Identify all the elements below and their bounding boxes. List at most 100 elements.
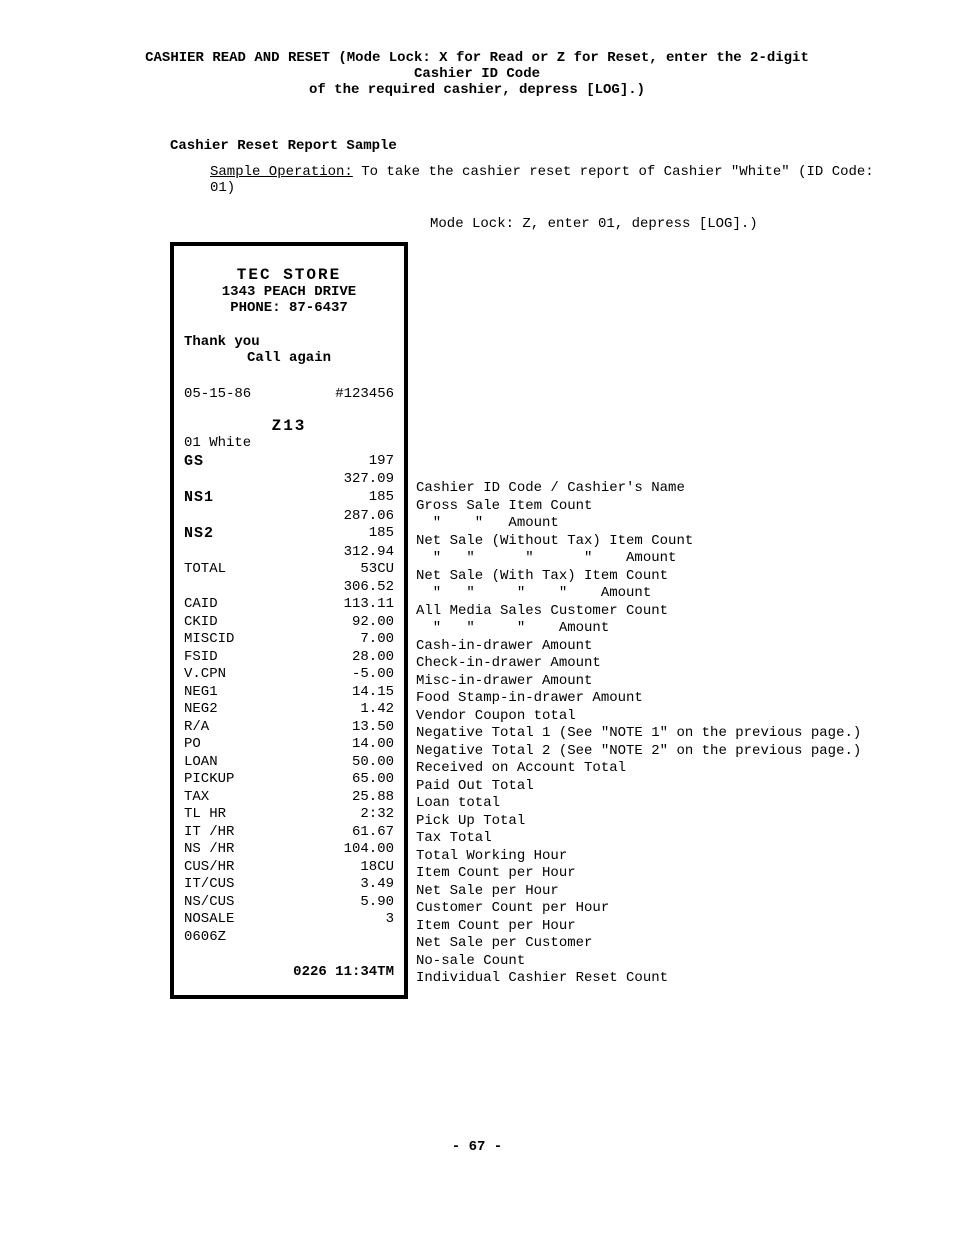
mode-lock-line: Mode Lock: Z, enter 01, depress [LOG].) [430,216,894,232]
row-label: NEG1 [184,684,218,702]
row-value: 65.00 [352,771,394,789]
row-label: TL HR [184,806,226,824]
receipt-row: MISCID 7.00 [184,631,394,649]
annotation-line: Net Sale per Hour [416,883,861,901]
row-value: 5.90 [360,894,394,912]
annotation-line: Tax Total [416,830,861,848]
receipt-row: TOTAL53CU [184,561,394,579]
receipt-rows: GS197327.09NS1185287.06NS2185312.94TOTAL… [184,453,394,947]
store-phone: PHONE: 87-6437 [184,300,394,316]
annotation-line: " " " " Amount [416,550,861,568]
row-value: 104.00 [344,841,394,859]
annotation-line: Total Working Hour [416,848,861,866]
sample-op-label: Sample Operation: [210,164,353,180]
row-value: 3.49 [360,876,394,894]
row-label: TAX [184,789,209,807]
annotation-line: " " Amount [416,515,861,533]
annotations: Cashier ID Code / Cashier's NameGross Sa… [416,242,861,988]
row-value: 28.00 [352,649,394,667]
receipt-row: PO14.00 [184,736,394,754]
receipt-row: FSID 28.00 [184,649,394,667]
annotation-line: Net Sale (With Tax) Item Count [416,568,861,586]
row-label: CKID [184,614,218,632]
annotation-line: Misc-in-drawer Amount [416,673,861,691]
row-value: 113.11 [344,596,394,614]
row-value: 185 [369,525,394,544]
row-label: FSID [184,649,218,667]
annotation-line: " " " " Amount [416,585,861,603]
header-rest: (Mode Lock: X for Read or Z for Reset, e… [330,50,809,82]
row-label: R/A [184,719,209,737]
receipt-row: 327.09 [184,471,394,489]
annotation-line: Paid Out Total [416,778,861,796]
store-name: TEC STORE [184,266,394,284]
receipt-date: 05-15-86 [184,386,251,402]
receipt-row: 287.06 [184,508,394,526]
row-value: 14.15 [352,684,394,702]
z-code: Z13 [184,417,394,435]
annotation-line: Gross Sale Item Count [416,498,861,516]
row-value: 7.00 [360,631,394,649]
annotation-line: Received on Account Total [416,760,861,778]
row-value: 197 [369,453,394,472]
thank-you: Thank you [184,334,394,350]
row-label: GS [184,453,204,472]
receipt-row: PICKUP65.00 [184,771,394,789]
row-label: 0606Z [184,929,226,947]
row-value: 50.00 [352,754,394,772]
annotation-line: Check-in-drawer Amount [416,655,861,673]
receipt-row: LOAN 50.00 [184,754,394,772]
annotation-line: Net Sale (Without Tax) Item Count [416,533,861,551]
annotation-line: Food Stamp-in-drawer Amount [416,690,861,708]
receipt-row: CAID 113.11 [184,596,394,614]
row-label: NOSALE [184,911,234,929]
row-value: 61.67 [352,824,394,842]
date-line: 05-15-86 #123456 [184,386,394,402]
receipt: TEC STORE 1343 PEACH DRIVE PHONE: 87-643… [170,242,408,999]
row-label: CUS/HR [184,859,234,877]
row-value: 92.00 [352,614,394,632]
row-label: NS/CUS [184,894,234,912]
page-number: - 67 - [60,1139,894,1155]
row-value: 327.09 [344,471,394,489]
store-address: 1343 PEACH DRIVE [184,284,394,300]
row-label: LOAN [184,754,218,772]
row-label: IT /HR [184,824,234,842]
annotation-line: " " " Amount [416,620,861,638]
row-label: NS2 [184,525,214,544]
row-value: 185 [369,489,394,508]
annotation-line: Item Count per Hour [416,918,861,936]
annotation-line: Pick Up Total [416,813,861,831]
receipt-row: NS1 185 [184,489,394,508]
receipt-row: NEG1 14.15 [184,684,394,702]
row-label: IT/CUS [184,876,234,894]
receipt-row: V.CPN-5.00 [184,666,394,684]
annotation-line: Net Sale per Customer [416,935,861,953]
receipt-row: NS /HR 104.00 [184,841,394,859]
row-label: CAID [184,596,218,614]
receipt-row: NS2 185 [184,525,394,544]
row-value: 306.52 [344,579,394,597]
annotation-line: Cash-in-drawer Amount [416,638,861,656]
main-content: TEC STORE 1343 PEACH DRIVE PHONE: 87-643… [170,242,894,999]
header-line2: of the required cashier, depress [LOG].) [309,82,645,98]
receipt-row: CUS/HR 18CU [184,859,394,877]
annotation-line: Cashier ID Code / Cashier's Name [416,480,861,498]
annotation-line: No-sale Count [416,953,861,971]
row-label: NS /HR [184,841,234,859]
row-value: 25.88 [352,789,394,807]
section-title: Cashier Reset Report Sample [170,138,894,154]
row-label: MISCID [184,631,234,649]
annotation-line: Vendor Coupon total [416,708,861,726]
receipt-row: CKID 92.00 [184,614,394,632]
row-value: 18CU [360,859,394,877]
receipt-row: NS/CUS 5.90 [184,894,394,912]
row-label: NS1 [184,489,214,508]
receipt-row: GS 197 [184,453,394,472]
row-value: 14.00 [352,736,394,754]
page-header: CASHIER READ AND RESET (Mode Lock: X for… [140,50,814,98]
receipt-row: TAX 25.88 [184,789,394,807]
annotation-line: Individual Cashier Reset Count [416,970,861,988]
annotation-line: Customer Count per Hour [416,900,861,918]
receipt-row: R/A13.50 [184,719,394,737]
